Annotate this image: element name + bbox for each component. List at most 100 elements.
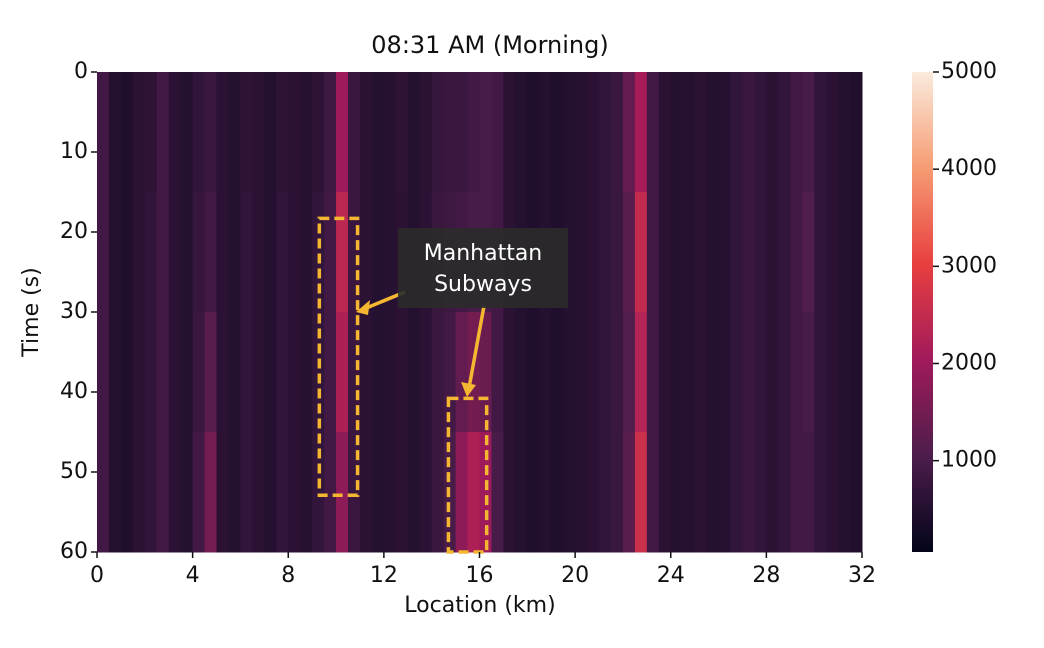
heat-cell [108,312,122,433]
heat-cell [479,312,492,433]
heat-cell [240,72,253,193]
heat-cell [228,432,241,553]
y-tick-label: 60 [60,539,88,564]
heat-cell [551,72,564,193]
heat-cell [324,72,337,193]
heat-cell [132,192,146,313]
heat-cell [204,192,218,313]
heat-cell [718,72,732,193]
heat-cell [252,312,265,433]
heat-cell [324,432,337,553]
y-axis-label: Time (s) [19,267,44,357]
heat-cell [790,192,803,313]
y-tick-label: 20 [60,219,88,244]
colorbar [912,72,933,552]
heat-cell [491,72,504,193]
heat-cell [371,72,385,193]
heat-cell [599,192,612,313]
heat-cell [252,432,265,553]
heat-cell [479,432,492,553]
chart-title: 08:31 AM (Morning) [371,31,608,59]
heat-cell [359,192,373,313]
heat-cell [539,312,552,433]
heat-cell [288,72,301,193]
heat-cell [240,312,253,433]
heat-cell [599,312,612,433]
heat-cell [850,312,863,433]
heat-cell [192,72,206,193]
heat-cell [144,432,158,553]
heat-cell [766,192,779,313]
heat-cell [479,72,492,193]
heat-cell [228,192,241,313]
heat-cell [240,192,253,313]
heat-cell [419,432,433,553]
heat-cell [766,432,779,553]
heat-cell [730,312,743,433]
heat-cell [814,72,827,193]
heat-cell [132,72,146,193]
heat-cell [539,72,552,193]
heat-cell [383,192,397,313]
heat-cell [802,192,815,313]
heat-cell [336,312,349,433]
heat-cell [156,72,170,193]
heat-cell [622,72,636,193]
heat-cell [826,192,839,313]
heat-cell [180,432,194,553]
heat-cell [575,432,588,553]
heat-cell [264,192,277,313]
y-tick-label: 0 [74,59,88,84]
heat-cell [168,192,182,313]
heat-cell [838,192,851,313]
heat-cell [407,432,421,553]
heat-cell [180,312,194,433]
heat-cell [790,72,803,193]
heat-cell [300,192,313,313]
heat-cell [395,312,409,433]
heat-cell [515,72,528,193]
heat-cell [610,192,624,313]
heat-cell [192,312,206,433]
heat-cell [587,192,600,313]
heat-cell [216,72,229,193]
highlight-box [317,216,360,497]
heat-cell [515,432,528,553]
heat-cell [467,72,480,193]
heat-cell [634,432,648,553]
heat-cell [706,72,720,193]
heat-cell [778,192,791,313]
heat-cell [790,432,803,553]
heat-cell [730,192,743,313]
heat-cell [766,312,779,433]
heat-cell [742,432,755,553]
heat-cell [587,432,600,553]
heat-cell [575,192,588,313]
heat-cell [97,72,110,193]
heat-cell [838,72,851,193]
heat-cell [144,72,158,193]
heat-cell [575,312,588,433]
heat-cell [610,432,624,553]
x-tick-label: 32 [848,563,876,588]
heat-cell [312,432,325,553]
heat-cell [575,72,588,193]
heat-cell [324,312,337,433]
x-tick-label: 4 [186,563,200,588]
heat-cell [312,312,325,433]
heat-cell [706,432,720,553]
heat-cell [742,312,755,433]
heat-cell [658,432,672,553]
heat-cell [144,312,158,433]
heat-cell [850,72,863,193]
heat-cell [766,72,779,193]
heat-cell [108,432,122,553]
heat-cell [455,432,469,553]
heat-cell [97,432,110,553]
heat-cell [120,312,134,433]
heat-cell [778,72,791,193]
overlay: Manhattan Subways [317,216,568,554]
y-tick-label: 50 [60,459,88,484]
heatmap [97,72,863,553]
y-tick-label: 40 [60,379,88,404]
